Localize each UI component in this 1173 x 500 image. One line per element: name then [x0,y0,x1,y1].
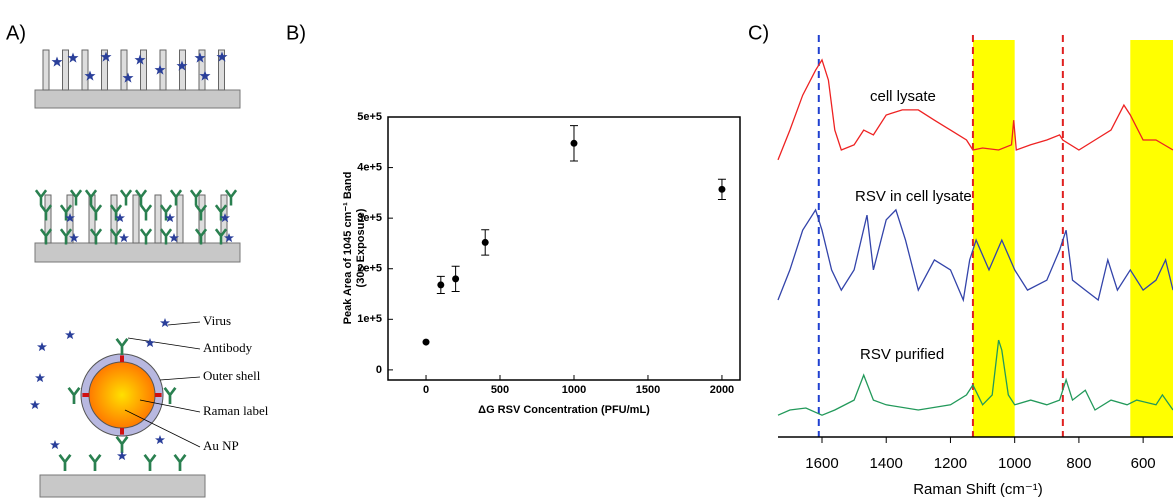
series-label: RSV purified [860,346,944,363]
y-tick-label: 2e+5 [357,263,382,275]
virus-icon [160,318,170,328]
antibody-icon [115,435,129,453]
pillar [101,49,108,91]
x-tick-label: 1000 [562,384,586,396]
x-tick-label: 500 [491,384,509,396]
antibody-icon [67,386,81,404]
y-tick-label: 5e+5 [357,111,382,123]
antibody-icon [163,386,177,404]
spectrum-line [777,339,1173,416]
pillar [154,194,162,244]
x-tick-label: 1400 [870,455,903,472]
virus-icon [65,330,75,340]
pillar [179,49,186,91]
panel-label: C) [748,22,769,44]
antibody-icon [139,227,153,245]
panel-label: A) [6,22,26,44]
highlight-band [972,40,1015,437]
schematic: Virus Antibody Outer shell Raman label A… [30,49,269,498]
virus-icon [155,435,165,445]
antibody-icon [173,453,187,471]
label: Virus [203,313,231,328]
y-tick-label: 1e+5 [357,313,382,325]
highlight-band [1130,40,1173,437]
data-point [422,338,430,346]
virus-icon [37,342,47,352]
label: Au NP [203,438,239,453]
pillar [140,49,147,91]
x-tick-label: 1600 [805,455,838,472]
virus-icon [117,451,127,461]
x-axis-label: Raman Shift (cm⁻¹) [913,481,1043,498]
y-tick-label: 0 [376,364,382,376]
label: Antibody [203,340,253,355]
antibody-icon [139,203,153,221]
x-axis-label: ΔG RSV Concentration (PFU/mL) [478,404,650,416]
pillar [42,49,50,91]
pillar [62,49,69,91]
panel-label: B) [286,22,306,44]
x-tick-label: 0 [423,384,429,396]
virus-icon [35,373,45,383]
antibody-icon [143,453,157,471]
series-label: cell lysate [870,88,936,105]
y-axis-label: (30s Exposure) [355,208,367,287]
data-point [718,185,726,193]
y-axis-label: Peak Area of 1045 cm⁻¹ Band [342,172,354,325]
spectrum-line [777,58,1173,161]
y-tick-label: 3e+5 [357,212,382,224]
label: Outer shell [203,368,261,383]
label: Raman label [203,403,269,418]
antibody-icon [58,453,72,471]
virus-icon [51,56,63,67]
plot-frame [387,116,741,381]
virus-icon [145,338,155,348]
x-tick-label: 2000 [710,384,734,396]
antibody-icon [115,337,129,355]
antibody-icon [119,188,133,206]
pillar [176,194,184,244]
x-tick-label: 600 [1131,455,1156,472]
virus-icon [67,52,79,63]
pillar [218,49,225,91]
x-tick-label: 800 [1066,455,1091,472]
data-point [481,238,489,246]
spectrum-line [777,208,1173,303]
x-tick-label: 1500 [636,384,660,396]
virus-icon [30,400,40,410]
series-label: RSV in cell lysate [855,188,972,205]
pillar [81,49,89,91]
data-point [437,281,445,289]
pillar [132,194,140,244]
antibody-icon [159,227,173,245]
antibody-icon [88,453,102,471]
x-tick-label: 1000 [998,455,1031,472]
x-tick-label: 1200 [934,455,967,472]
data-point [452,275,460,283]
y-tick-label: 4e+5 [357,161,382,173]
pillar [198,49,206,91]
virus-icon [119,233,129,243]
pillar [120,49,128,91]
data-point [570,139,578,147]
virus-icon [50,440,60,450]
